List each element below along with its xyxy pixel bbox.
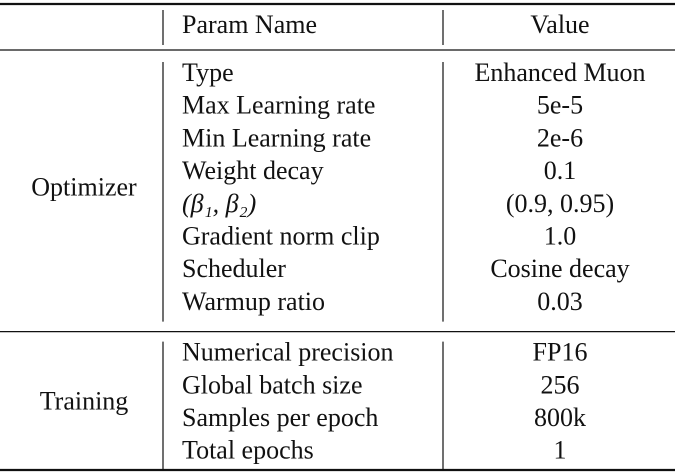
param-value: Cosine decay	[490, 254, 629, 283]
param-value: 1.0	[544, 221, 577, 250]
param-name: (β₁, β₂)	[182, 189, 256, 218]
group-label: Training	[40, 387, 129, 416]
group-label: Optimizer	[31, 172, 137, 201]
param-value: Enhanced Muon	[474, 58, 645, 87]
param-name: Max Learning rate	[182, 91, 375, 120]
param-name: Weight decay	[182, 156, 324, 185]
param-name: Warmup ratio	[182, 287, 325, 316]
param-value: 1	[554, 436, 567, 465]
param-name: Numerical precision	[182, 338, 394, 367]
header-param: Param Name	[182, 10, 317, 39]
param-name: Min Learning rate	[182, 123, 371, 152]
param-value: FP16	[533, 338, 588, 367]
param-name: Total epochs	[182, 436, 314, 465]
param-name: Scheduler	[182, 254, 286, 283]
param-name: Gradient norm clip	[182, 221, 380, 250]
param-value: 256	[541, 370, 580, 399]
param-value: 800k	[534, 403, 586, 432]
header-value: Value	[530, 10, 589, 39]
param-name: Type	[182, 58, 234, 87]
param-name: Samples per epoch	[182, 403, 378, 432]
param-name: Global batch size	[182, 370, 363, 399]
param-value: 5e-5	[537, 91, 583, 120]
param-value: 2e-6	[537, 123, 583, 152]
param-value: 0.03	[537, 287, 583, 316]
param-value: 0.1	[544, 156, 577, 185]
param-value: (0.9, 0.95)	[506, 189, 614, 218]
